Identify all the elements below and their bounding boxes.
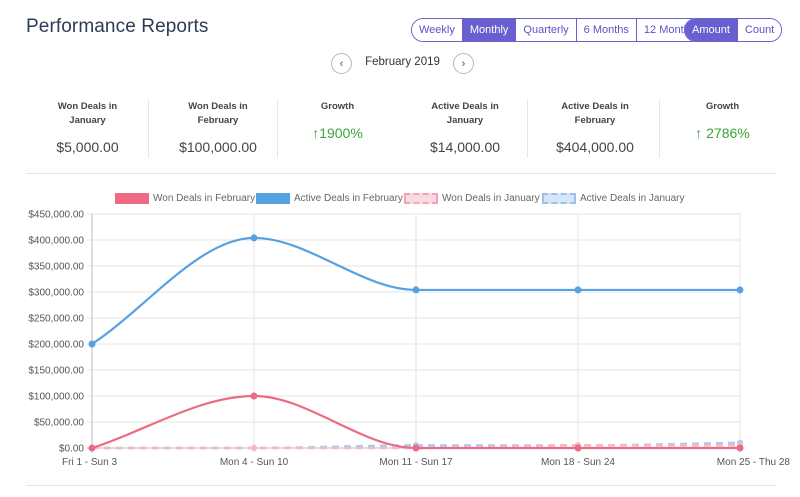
kpi-value: $14,000.00 — [429, 139, 501, 155]
y-tick-label: $350,000.00 — [28, 262, 84, 273]
legend-item-won-feb[interactable]: Won Deals in February — [115, 193, 255, 204]
period-option-monthly[interactable]: Monthly — [462, 19, 517, 41]
x-tick-label: Mon 18 - Sun 24 — [541, 457, 615, 468]
kpi-value: ↑1900% — [290, 125, 385, 141]
bottom-divider — [26, 485, 776, 486]
month-label: February 2019 — [365, 56, 440, 68]
kpi-value: ↑ 2786% — [675, 125, 770, 141]
x-tick-label: Mon 25 - Thu 28 — [717, 457, 791, 468]
y-tick-label: $200,000.00 — [28, 340, 84, 351]
metric-option-amount[interactable]: Amount — [685, 19, 738, 41]
y-tick-label: $0.00 — [59, 444, 84, 455]
data-point-won-deals-in-february — [88, 444, 96, 452]
data-point-active-deals-in-february — [88, 340, 96, 348]
data-point-active-deals-in-february — [574, 286, 582, 294]
chart-legend: Won Deals in February Active Deals in Fe… — [0, 193, 800, 207]
page-title: Performance Reports — [26, 16, 209, 37]
legend-label: Won Deals in January — [442, 193, 540, 204]
kpi-divider — [277, 100, 278, 158]
chevron-left-icon: ‹ — [339, 57, 344, 70]
x-tick-label: Mon 11 - Sun 17 — [379, 457, 453, 468]
legend-label: Active Deals in February — [294, 193, 403, 204]
legend-swatch — [115, 193, 149, 204]
kpi-value: $100,000.00 — [179, 139, 257, 155]
data-point-active-deals-in-february — [736, 286, 744, 294]
kpi-active-jan: Active Deals in January $14,000.00 — [415, 100, 515, 158]
kpi-label: Active Deals in January — [431, 101, 499, 126]
legend-label: Active Deals in January — [580, 193, 685, 204]
legend-swatch — [256, 193, 290, 204]
kpi-label: Won Deals in January — [57, 101, 118, 126]
legend-swatch — [542, 193, 576, 204]
y-tick-label: $400,000.00 — [28, 236, 84, 247]
legend-item-active-feb[interactable]: Active Deals in February — [256, 193, 403, 204]
metric-selector: Amount Count — [684, 18, 783, 42]
arrow-up-icon: ↑ — [312, 125, 320, 141]
metric-option-count[interactable]: Count — [737, 19, 782, 41]
y-tick-label: $150,000.00 — [28, 366, 84, 377]
kpi-active-feb: Active Deals in February $404,000.00 — [540, 100, 650, 158]
kpi-label: Active Deals in February — [561, 101, 629, 126]
y-tick-label: $250,000.00 — [28, 314, 84, 325]
y-tick-label: $300,000.00 — [28, 288, 84, 299]
period-selector: Weekly Monthly Quarterly 6 Months 12 Mon… — [411, 18, 704, 42]
legend-item-won-jan[interactable]: Won Deals in January — [404, 193, 540, 204]
kpi-growth-won: Growth ↑1900% — [290, 100, 385, 158]
period-option-6-months[interactable]: 6 Months — [576, 19, 637, 41]
legend-label: Won Deals in February — [153, 193, 256, 204]
y-tick-label: $450,000.00 — [28, 210, 84, 221]
y-tick-label: $50,000.00 — [34, 418, 84, 429]
period-option-weekly[interactable]: Weekly — [412, 19, 463, 41]
series-line-active-deals-in-february — [91, 236, 740, 345]
kpi-won-feb: Won Deals in February $100,000.00 — [168, 100, 268, 158]
period-option-quarterly[interactable]: Quarterly — [516, 19, 577, 41]
x-tick-label: Mon 4 - Sun 10 — [220, 457, 289, 468]
data-point-won-deals-in-february — [736, 444, 744, 452]
next-month-button[interactable]: › — [453, 53, 474, 74]
legend-item-active-jan[interactable]: Active Deals in January — [542, 193, 685, 204]
kpi-label: Growth — [320, 101, 355, 112]
data-point-won-deals-in-february — [574, 444, 582, 452]
legend-swatch — [404, 193, 438, 204]
kpi-value: $404,000.00 — [556, 139, 634, 155]
kpi-value-text: 1900% — [319, 125, 363, 141]
data-point-active-deals-in-february — [250, 234, 258, 242]
x-tick-label: Fri 1 - Sun 3 — [62, 457, 117, 468]
kpi-label: Won Deals in February — [188, 101, 248, 126]
data-point-won-deals-in-february — [412, 444, 420, 452]
data-point-active-deals-in-february — [412, 286, 420, 294]
section-divider — [26, 173, 776, 174]
kpi-value: $5,000.00 — [56, 139, 119, 155]
kpi-won-jan: Won Deals in January $5,000.00 — [40, 100, 135, 158]
previous-month-button[interactable]: ‹ — [331, 53, 352, 74]
kpi-label: Growth — [705, 101, 740, 112]
arrow-up-icon: ↑ — [695, 125, 703, 141]
chevron-right-icon: › — [461, 57, 466, 70]
kpi-growth-active: Growth ↑ 2786% — [675, 100, 770, 158]
kpi-value-text: 2786% — [706, 125, 750, 141]
y-tick-label: $100,000.00 — [28, 392, 84, 403]
kpi-divider — [659, 100, 660, 158]
kpi-divider — [148, 100, 149, 158]
kpi-divider — [527, 100, 528, 158]
data-point-won-deals-in-february — [250, 392, 258, 400]
data-point-won-deals-in-january — [250, 444, 258, 452]
